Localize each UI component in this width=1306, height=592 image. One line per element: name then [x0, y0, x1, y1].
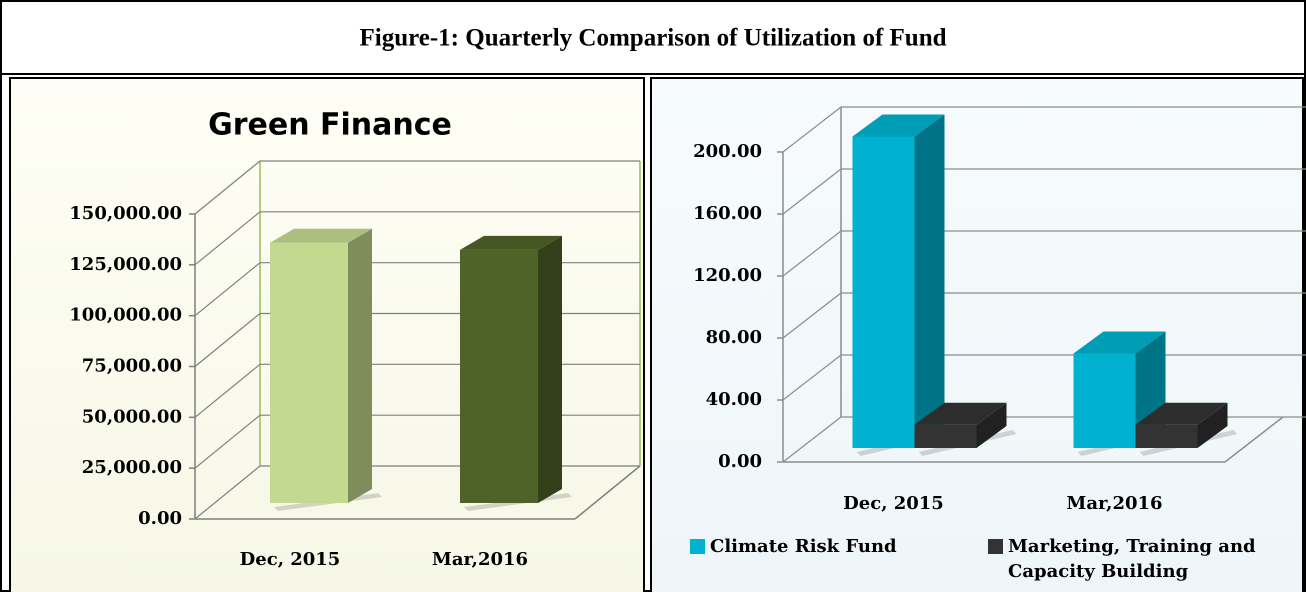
bar-side	[538, 235, 562, 503]
x-tick-label: Mar,2016	[432, 549, 528, 570]
legend-swatch	[690, 539, 705, 554]
y-tick-label: 40.00	[706, 389, 762, 410]
grid-line	[194, 465, 261, 520]
grid-line	[782, 354, 842, 401]
grid-line	[782, 416, 842, 463]
y-tick-label: 50,000.00	[82, 406, 182, 427]
bar-side	[348, 228, 372, 503]
grid-line	[782, 168, 842, 215]
legend-swatch	[988, 539, 1003, 554]
bar-top	[460, 235, 562, 250]
chart-title: Green Finance	[208, 108, 452, 143]
legend-item: Marketing, Training and Capacity Buildin…	[988, 534, 1278, 584]
bar-front	[852, 136, 915, 448]
bar-front	[460, 249, 538, 503]
grid-line	[194, 160, 261, 215]
floor-edge	[1224, 416, 1284, 463]
x-tick-label: Mar,2016	[1066, 493, 1162, 514]
grid-line	[194, 363, 261, 418]
y-tick-label: 200.00	[693, 141, 762, 162]
grid-line	[194, 262, 261, 317]
grid-line	[194, 313, 261, 367]
bar-front	[1135, 424, 1198, 448]
bar-top	[852, 114, 945, 137]
bar-front	[914, 424, 977, 448]
floor-edge	[574, 465, 641, 520]
y-tick-label: 75,000.00	[82, 356, 182, 377]
bar-top	[1073, 331, 1166, 354]
grid-line	[782, 292, 842, 339]
bar-top	[1135, 402, 1228, 425]
bar-top	[914, 402, 1007, 425]
bar-side	[914, 114, 945, 448]
grid-line	[194, 211, 261, 266]
legend-item: Climate Risk Fund	[690, 534, 980, 559]
grid-line	[782, 230, 842, 277]
bar-side	[976, 402, 1007, 448]
x-tick-label: Dec, 2015	[240, 549, 341, 570]
bar-front	[1073, 353, 1136, 448]
grid-line	[782, 106, 842, 153]
y-tick-label: 160.00	[693, 203, 762, 224]
bar-top	[270, 228, 372, 243]
y-tick-label: 0.00	[718, 451, 762, 472]
y-tick-label: 0.00	[138, 508, 182, 529]
legend-label: Climate Risk Fund	[710, 536, 897, 557]
bar-front	[270, 242, 348, 503]
legend-label: Marketing, Training and Capacity Buildin…	[1008, 536, 1256, 582]
panel	[650, 77, 1304, 592]
y-tick-label: 100,000.00	[69, 305, 182, 326]
y-tick-label: 150,000.00	[69, 203, 182, 224]
grid-line	[194, 414, 261, 469]
y-tick-label: 80.00	[706, 327, 762, 348]
figure-title: Figure-1: Quarterly Comparison of Utiliz…	[360, 25, 947, 52]
x-tick-label: Dec, 2015	[843, 493, 944, 514]
bar-side	[1197, 402, 1228, 448]
y-tick-label: 25,000.00	[82, 457, 182, 478]
y-tick-label: 120.00	[693, 265, 762, 286]
y-tick-label: 125,000.00	[69, 254, 182, 275]
